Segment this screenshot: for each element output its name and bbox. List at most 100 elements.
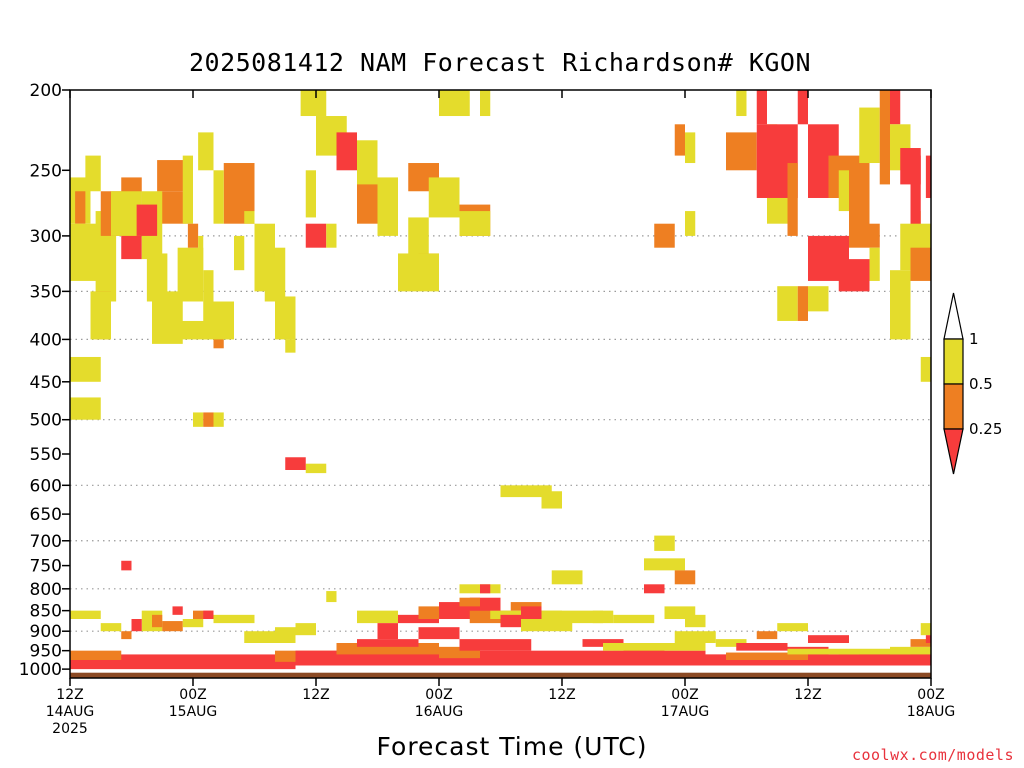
data-cell — [777, 623, 808, 632]
chart-title: 2025081412 NAM Forecast Richardson# KGON — [188, 48, 812, 77]
data-cell — [890, 270, 911, 340]
y-tick-label: 900 — [30, 622, 62, 642]
data-cell — [756, 631, 778, 640]
data-cell — [172, 606, 183, 615]
data-cell — [264, 247, 286, 302]
data-cell — [213, 170, 224, 224]
data-cell — [838, 259, 870, 292]
data-cell — [654, 535, 675, 551]
data-cell — [480, 584, 491, 594]
data-cell — [177, 320, 209, 340]
data-cell — [70, 356, 101, 382]
data-cell — [146, 253, 168, 302]
y-tick-label: 700 — [30, 532, 62, 552]
data-cell — [551, 570, 583, 585]
data-cell — [203, 270, 214, 302]
x-tick-label: 12Z — [794, 687, 821, 703]
data-cell — [203, 412, 214, 427]
data-cell — [777, 286, 798, 321]
y-tick-label: 1000 — [19, 660, 62, 680]
data-cell — [285, 457, 306, 470]
legend-swatch — [943, 338, 964, 385]
data-cell — [920, 623, 931, 636]
data-cell — [162, 621, 183, 632]
y-tick-label: 350 — [30, 282, 62, 302]
data-cell — [510, 602, 542, 611]
legend-label: 0.5 — [969, 375, 993, 393]
data-cell — [685, 132, 696, 164]
y-tick-label: 500 — [30, 411, 62, 431]
data-cell — [726, 132, 757, 171]
data-cell — [136, 204, 158, 236]
data-cell — [357, 639, 419, 647]
data-cell — [715, 639, 747, 647]
data-cell — [305, 463, 327, 474]
x-tick-label: 17AUG — [661, 704, 710, 720]
data-cell — [910, 155, 921, 236]
data-cell — [459, 639, 532, 651]
data-cell — [674, 124, 685, 156]
data-cell — [336, 132, 357, 171]
y-tick-label: 400 — [30, 330, 62, 350]
credit-text[interactable]: coolwx.com/models — [851, 746, 1014, 764]
data-cell — [234, 235, 245, 271]
data-cell — [295, 623, 316, 632]
data-cell — [408, 217, 429, 260]
y-tick-label: 600 — [30, 476, 62, 496]
data-cell — [654, 223, 675, 248]
x-tick-label: 00Z — [917, 687, 944, 703]
legend-bottom-arrow — [943, 428, 964, 475]
x-tick-label: 12Z — [302, 687, 329, 703]
data-cell — [244, 211, 255, 224]
x-tick-label: 00Z — [671, 687, 698, 703]
data-cell — [787, 163, 798, 236]
data-cell — [613, 614, 655, 624]
data-cell — [592, 610, 614, 624]
data-cell — [70, 650, 122, 661]
data-cell — [925, 635, 931, 644]
y-tick-label: 450 — [30, 373, 62, 393]
data-cell — [428, 177, 460, 218]
data-cell — [285, 339, 296, 353]
data-cell — [398, 253, 439, 292]
data-cell — [726, 652, 808, 661]
data-cell — [644, 558, 685, 571]
y-tick-label: 650 — [30, 505, 62, 525]
legend-label: 1 — [969, 330, 979, 348]
y-tick-label: 300 — [30, 227, 62, 247]
data-cell — [90, 291, 111, 340]
data-cell — [767, 197, 788, 224]
y-tick-label: 250 — [30, 161, 62, 181]
data-cell — [75, 191, 86, 224]
data-cell — [131, 619, 142, 632]
legend-label: 0.25 — [969, 420, 1002, 438]
y-tick-label: 550 — [30, 445, 62, 465]
data-cell — [910, 639, 931, 647]
data-cell — [305, 170, 316, 218]
data-cell — [418, 627, 460, 640]
x-tick-label: 12Z — [548, 687, 575, 703]
data-cell — [705, 654, 931, 666]
data-cell — [787, 648, 931, 655]
data-cell — [685, 614, 706, 628]
data-cell — [187, 223, 199, 248]
y-tick-label: 750 — [30, 557, 62, 577]
legend-top-arrow — [943, 292, 964, 340]
x-tick-label: 14AUG — [46, 704, 95, 720]
data-cell — [198, 132, 214, 171]
data-cell — [736, 90, 747, 117]
y-tick-label: 850 — [30, 602, 62, 622]
data-cell — [100, 623, 122, 632]
data-cell — [357, 610, 398, 624]
legend-swatch — [943, 383, 964, 430]
x-tick-label: 15AUG — [169, 704, 218, 720]
data-cell — [193, 412, 204, 427]
data-cell — [890, 90, 901, 125]
data-cell — [859, 107, 880, 164]
data-cell — [326, 591, 337, 603]
x-axis-label: Forecast Time (UTC) — [376, 732, 648, 761]
data-cell — [244, 631, 296, 644]
data-cell — [925, 155, 931, 198]
data-cell — [849, 223, 880, 248]
data-cell — [869, 247, 880, 281]
